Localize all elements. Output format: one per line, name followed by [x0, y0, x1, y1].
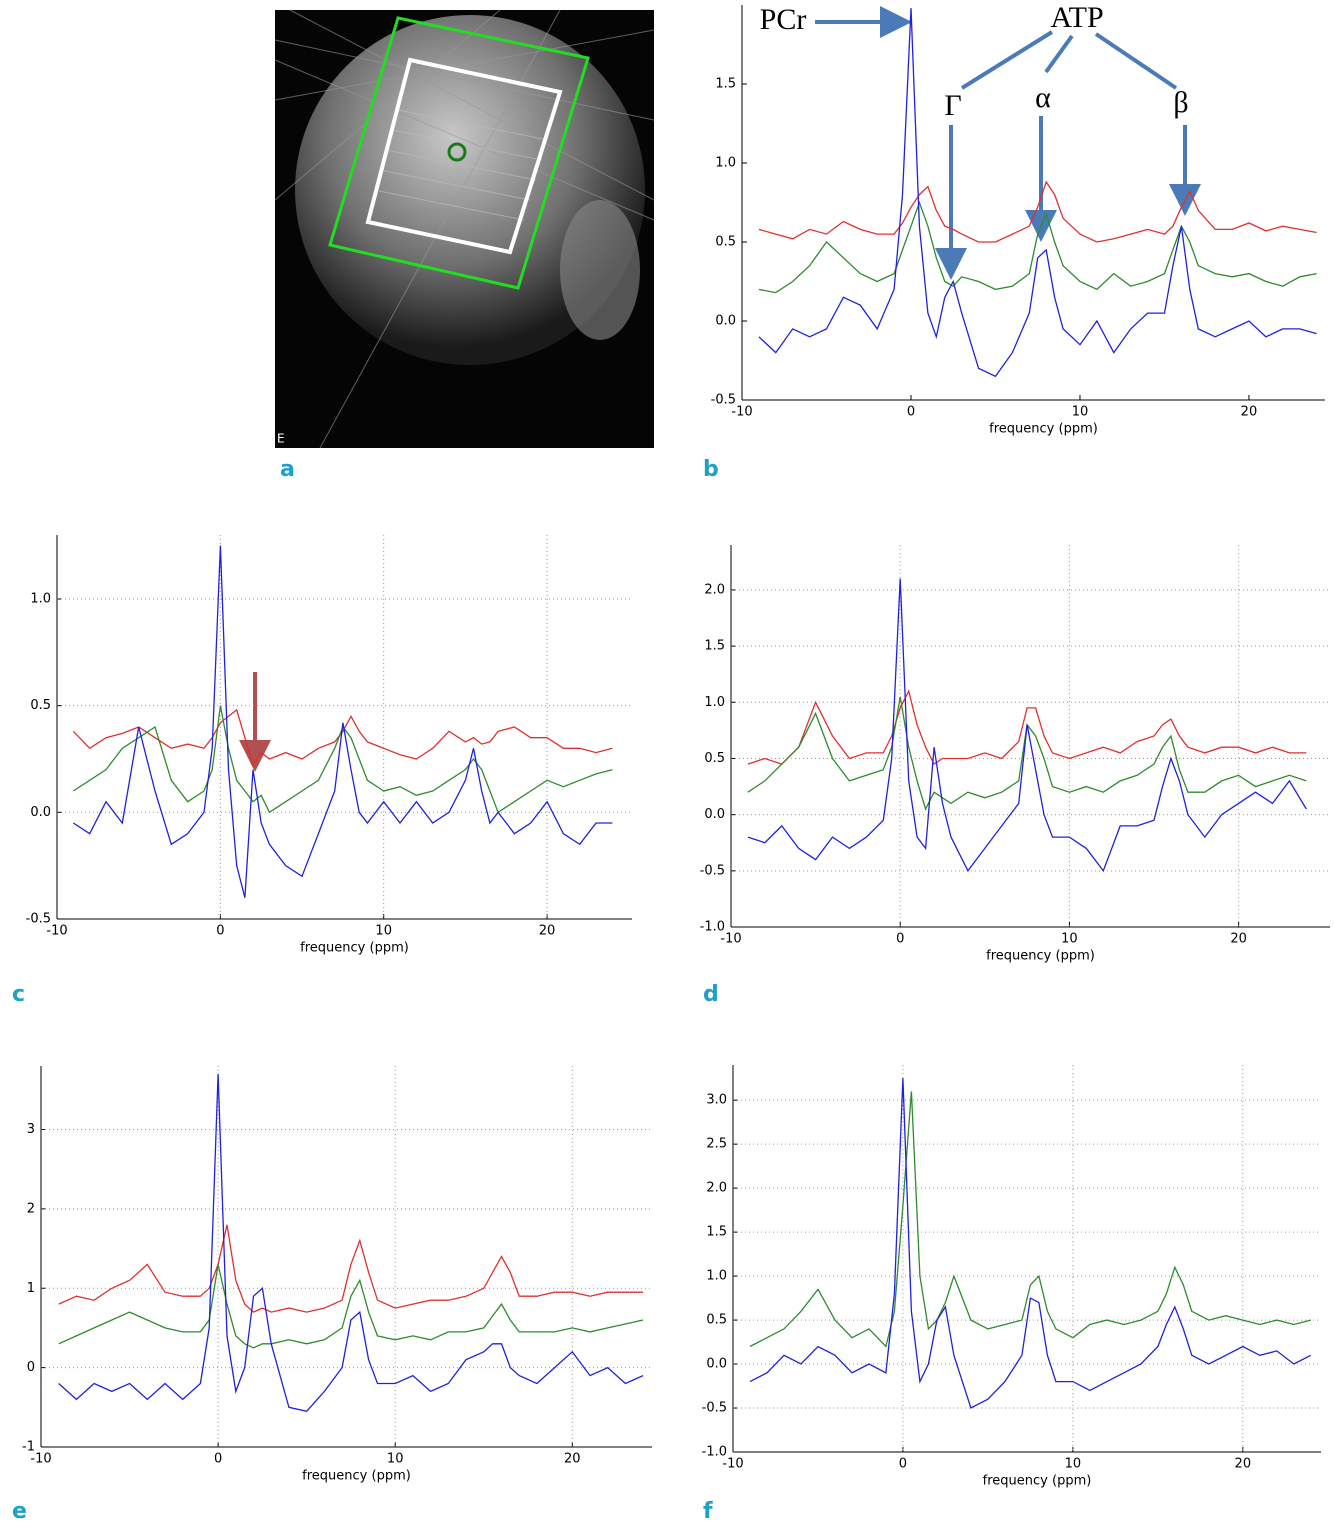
- spectrum-line: [58, 1073, 644, 1413]
- annotation-arrows: [239, 6, 1201, 772]
- x-tick-label: -10: [30, 1452, 51, 1467]
- spectrum-line: [747, 689, 1307, 766]
- panel-label: a: [280, 457, 295, 482]
- x-axis-label: frequency (ppm): [986, 949, 1095, 964]
- x-tick-label: 20: [1235, 1457, 1252, 1472]
- spectrum-line: [58, 1264, 644, 1349]
- annotation: PCr: [760, 3, 807, 36]
- y-tick-label: 0.5: [704, 751, 725, 766]
- y-tick-label: -1.0: [702, 1445, 727, 1460]
- panel-label: e: [12, 1499, 27, 1522]
- spectrum-line: [749, 1091, 1311, 1348]
- y-tick-label: -0.5: [26, 912, 51, 927]
- y-tick-label: 1.0: [706, 1269, 727, 1284]
- x-tick-label: -10: [731, 405, 752, 420]
- y-tick-label: -0.5: [711, 393, 736, 408]
- y-tick-label: 1.5: [706, 1225, 727, 1240]
- x-tick-label: 0: [216, 924, 224, 939]
- y-tick-label: 2.0: [704, 582, 725, 597]
- x-tick-label: 0: [214, 1452, 222, 1467]
- x-tick-label: 0: [899, 1457, 907, 1472]
- x-tick-label: 0: [907, 405, 915, 420]
- y-tick-label: 1.5: [715, 77, 736, 92]
- spectrum-line: [747, 578, 1307, 873]
- x-tick-label: -10: [46, 924, 67, 939]
- mri-image: E: [274, 9, 655, 449]
- annotation: α: [1035, 81, 1051, 114]
- spectrum-line: [758, 180, 1317, 243]
- y-tick-label: 0: [27, 1360, 35, 1375]
- x-tick-label: 20: [1241, 405, 1258, 420]
- spectrum-line: [758, 8, 1317, 378]
- x-tick-label: 10: [1061, 932, 1078, 947]
- spectrum-line: [747, 696, 1307, 811]
- panel-label: f: [703, 1499, 713, 1522]
- y-tick-label: 1: [27, 1281, 35, 1296]
- y-tick-label: -0.5: [702, 1401, 727, 1416]
- y-tick-label: -1: [22, 1440, 35, 1455]
- spectrum-line: [758, 200, 1317, 294]
- x-tick-label: 10: [1072, 405, 1089, 420]
- x-tick-label: -10: [720, 932, 741, 947]
- image-marker: E: [277, 432, 285, 446]
- annotation: Γ: [944, 89, 961, 122]
- spectrum-line: [58, 1224, 644, 1313]
- panel-label: b: [703, 457, 719, 482]
- x-axis-label: frequency (ppm): [989, 422, 1098, 437]
- y-tick-label: 0.0: [706, 1357, 727, 1372]
- y-tick-label: 1.0: [715, 156, 736, 171]
- y-tick-label: 0.0: [715, 314, 736, 329]
- panel-label: c: [12, 982, 25, 1007]
- x-tick-label: -10: [722, 1457, 743, 1472]
- panel-label: d: [703, 982, 719, 1007]
- spectrum-line: [72, 545, 613, 898]
- y-tick-label: 3: [27, 1122, 35, 1137]
- y-tick-label: 2.0: [706, 1181, 727, 1196]
- y-tick-label: 0.5: [30, 698, 51, 713]
- x-tick-label: 10: [1065, 1457, 1082, 1472]
- x-tick-label: 20: [564, 1452, 581, 1467]
- annotation: ATP: [1050, 1, 1103, 34]
- x-tick-label: 20: [1230, 932, 1247, 947]
- x-tick-label: 10: [387, 1452, 404, 1467]
- x-axis-label: frequency (ppm): [300, 941, 409, 956]
- spectrum-line: [72, 708, 613, 767]
- x-tick-label: 0: [896, 932, 904, 947]
- y-tick-label: 1.0: [704, 695, 725, 710]
- annotation: β: [1173, 86, 1188, 119]
- y-tick-label: 1.0: [30, 592, 51, 607]
- spectrum-line: [749, 1078, 1312, 1409]
- y-tick-label: 2: [27, 1201, 35, 1216]
- x-axis-label: frequency (ppm): [302, 1469, 411, 1484]
- x-axis-label: frequency (ppm): [983, 1474, 1092, 1489]
- y-tick-label: -0.5: [700, 863, 725, 878]
- x-tick-label: 20: [539, 924, 556, 939]
- y-tick-label: 0.0: [30, 805, 51, 820]
- y-tick-label: -1.0: [700, 920, 725, 935]
- y-tick-label: 1.5: [704, 639, 725, 654]
- x-tick-label: 10: [375, 924, 392, 939]
- y-tick-label: 3.0: [706, 1093, 727, 1108]
- y-tick-label: 0.5: [715, 235, 736, 250]
- spectrum-line: [72, 705, 613, 814]
- y-tick-label: 0.5: [706, 1313, 727, 1328]
- y-tick-label: 2.5: [706, 1137, 727, 1152]
- y-tick-label: 0.0: [704, 807, 725, 822]
